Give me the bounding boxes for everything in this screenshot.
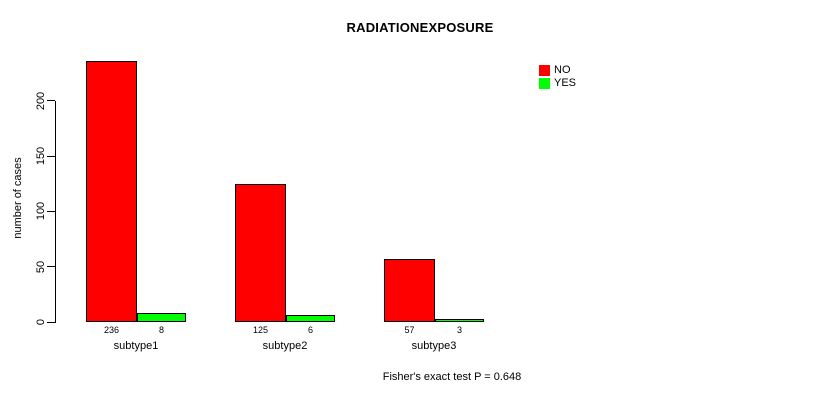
x-category-label-subtype3: subtype3 xyxy=(411,340,457,352)
legend: NO YES xyxy=(539,65,576,91)
y-tick-label: 100 xyxy=(35,202,47,221)
bar-value-label-yes-subtype1: 8 xyxy=(158,325,165,335)
y-tick-mark xyxy=(47,210,55,212)
bar-yes-subtype1 xyxy=(137,313,186,322)
y-tick-label: 0 xyxy=(35,318,47,326)
legend-label-yes: YES xyxy=(554,77,577,89)
bar-no-subtype1 xyxy=(86,60,137,322)
legend-swatch-yes xyxy=(539,78,550,89)
fisher-test-annotation: Fisher's exact test P = 0.648 xyxy=(382,371,522,383)
legend-label-no: NO xyxy=(554,64,571,76)
chart-title: RADIATIONEXPOSURE xyxy=(346,20,494,35)
y-tick-label: 200 xyxy=(35,91,47,110)
x-category-label-subtype2: subtype2 xyxy=(262,340,308,352)
bar-value-label-no-subtype2: 125 xyxy=(252,325,269,335)
bar-value-label-no-subtype3: 57 xyxy=(404,325,415,335)
legend-item-yes: YES xyxy=(539,78,576,89)
y-axis-label: number of cases xyxy=(12,157,24,239)
bar-value-label-no-subtype1: 236 xyxy=(103,325,120,335)
y-tick-mark xyxy=(47,155,55,157)
legend-item-no: NO xyxy=(539,65,576,76)
bar-yes-subtype3 xyxy=(435,318,484,322)
y-tick-label: 150 xyxy=(35,146,47,166)
y-tick-mark xyxy=(47,321,55,323)
bar-value-label-yes-subtype2: 6 xyxy=(307,325,314,335)
x-category-label-subtype1: subtype1 xyxy=(113,340,159,352)
y-tick-label: 50 xyxy=(35,260,47,273)
y-axis-line xyxy=(55,100,56,323)
bar-no-subtype2 xyxy=(235,183,286,322)
y-tick-mark xyxy=(47,100,55,102)
bar-value-label-yes-subtype3: 3 xyxy=(456,325,463,335)
bar-no-subtype3 xyxy=(384,258,435,322)
bar-yes-subtype2 xyxy=(286,315,335,322)
legend-swatch-no xyxy=(539,65,550,76)
y-tick-mark xyxy=(47,266,55,268)
